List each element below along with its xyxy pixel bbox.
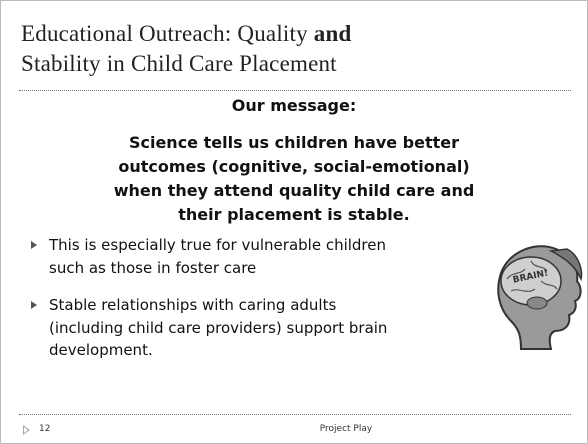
message-line: when they attend quality child care and [1,179,587,203]
title-text: Stability in Child Care Placement [21,51,337,76]
bullet-line: Stable relationships with caring adults [49,294,531,317]
message-line: Science tells us children have better [1,131,587,155]
footer-text: Project Play [1,424,588,434]
bullet-line: development. [49,339,531,362]
bullet-line: such as those in foster care [49,257,531,280]
slide-title: Educational Outreach: Quality and Stabil… [21,19,351,79]
brain-illustration: BRAIN! [491,241,583,351]
bullet-line: (including child care providers) support… [49,317,531,340]
heading: Our message: [1,96,587,115]
separator [19,414,571,415]
bullet-list: This is especially true for vulnerable c… [31,234,531,377]
message-line: outcomes (cognitive, social-emotional) [1,155,587,179]
bullet-item: This is especially true for vulnerable c… [31,234,531,279]
bullet-line: This is especially true for vulnerable c… [49,234,531,257]
message-line: their placement is stable. [1,203,587,227]
bullet-item: Stable relationships with caring adults(… [31,294,531,362]
title-bold: and [314,21,352,46]
page: {"title": {"line1": "Educational Outreac… [0,0,588,444]
separator [19,90,571,91]
slide: Educational Outreach: Quality and Stabil… [0,0,588,444]
title-text: Educational Outreach: Quality [21,21,308,46]
